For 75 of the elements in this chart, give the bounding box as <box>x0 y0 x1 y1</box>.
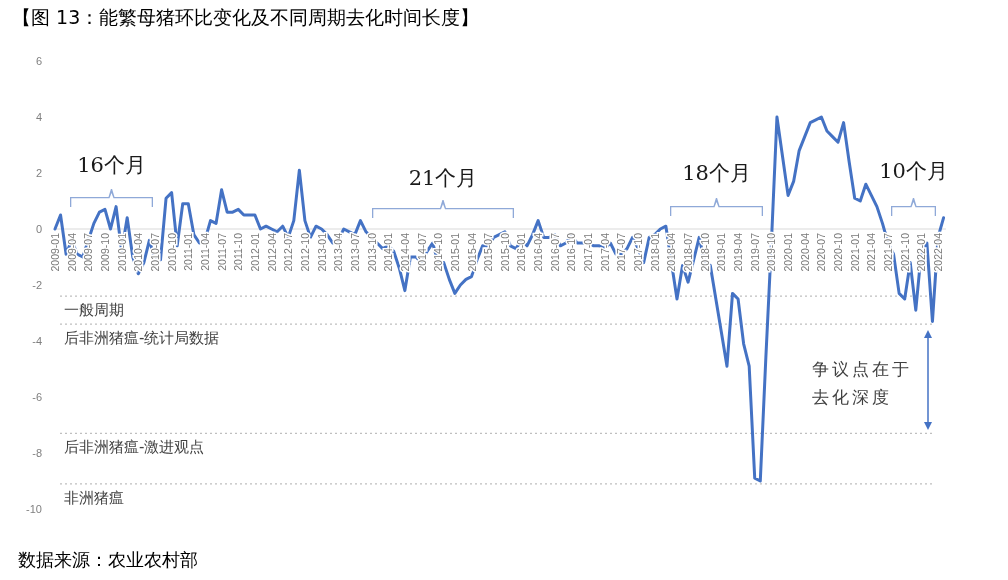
x-tick-label: 2009-04 <box>65 232 78 272</box>
x-tick-label: 2021-01 <box>848 232 861 272</box>
x-tick-label: 2018-07 <box>682 232 695 272</box>
x-tick-label: 2016-01 <box>515 232 528 272</box>
x-tick-label: 2013-07 <box>348 232 361 272</box>
x-tick-label: 2019-01 <box>715 232 728 272</box>
x-tick-label: 2016-07 <box>548 232 561 272</box>
annotation: 18个月 <box>682 161 751 185</box>
x-tick-label: 2009-10 <box>98 232 111 272</box>
x-tick-label: 2009-01 <box>49 232 61 272</box>
y-tick-label: -10 <box>26 503 42 515</box>
annotation: 争议点在于去化深度 <box>812 358 913 409</box>
x-tick-label: 2010-01 <box>115 232 128 272</box>
x-tick-label: 2018-04 <box>665 232 678 272</box>
x-tick-label: 2014-04 <box>398 232 411 272</box>
x-tick-label: 2011-04 <box>198 232 211 271</box>
annotation: 16个月 <box>77 153 146 177</box>
x-tick-label: 2021-07 <box>882 232 895 272</box>
x-tick-label: 2018-01 <box>648 232 661 272</box>
x-tick-label: 2012-10 <box>298 232 311 272</box>
x-tick-label: 2020-10 <box>832 232 845 272</box>
x-tick-label: 2014-10 <box>432 232 445 272</box>
y-tick-label: -6 <box>32 391 42 403</box>
x-tick-label: 2012-07 <box>282 232 295 272</box>
x-tick-label: 2015-01 <box>448 232 461 272</box>
x-tick-label: 2013-10 <box>365 232 378 272</box>
x-tick-label: 2014-01 <box>382 232 395 272</box>
x-tick-label: 2009-07 <box>82 232 95 272</box>
x-tick-label: 2011-01 <box>182 232 195 271</box>
x-tick-label: 2021-10 <box>898 232 911 272</box>
line-series <box>53 115 946 483</box>
x-tick-label: 2017-04 <box>598 232 611 272</box>
ref-line-label: 后非洲猪瘟-统计局数据 <box>64 329 220 348</box>
source-note: 数据来源：农业农村部 <box>18 549 198 570</box>
ref-line-label: 后非洲猪瘟-激进观点 <box>64 438 205 457</box>
y-tick-label: 0 <box>35 223 42 235</box>
x-tick-label: 2019-07 <box>748 232 761 272</box>
x-tick-label: 2013-01 <box>315 232 328 272</box>
x-tick-label: 2014-07 <box>415 232 428 272</box>
y-tick-label: 4 <box>35 111 42 123</box>
ref-line-label: 一般周期 <box>64 301 124 320</box>
x-tick-label: 2015-07 <box>482 232 495 272</box>
y-tick-label: -4 <box>32 335 42 347</box>
x-tick-label: 2021-04 <box>865 232 878 272</box>
x-tick-label: 2020-04 <box>798 232 811 272</box>
x-tick-label: 2010-10 <box>165 232 178 272</box>
x-tick-label: 2012-01 <box>248 232 261 272</box>
x-tick-label: 2016-04 <box>532 232 545 272</box>
x-tick-label: 2020-01 <box>782 232 795 272</box>
x-tick-label: 2015-04 <box>465 232 478 272</box>
x-tick-label: 2018-10 <box>698 232 711 272</box>
y-tick-label: -2 <box>32 279 42 291</box>
x-tick-label: 2016-10 <box>565 232 578 272</box>
x-tick-label: 2012-04 <box>265 232 278 272</box>
x-tick-label: 2019-10 <box>765 232 778 272</box>
x-tick-label: 2020-07 <box>815 232 828 272</box>
x-tick-label: 2010-07 <box>148 232 161 272</box>
x-tick-label: 2017-01 <box>582 232 595 272</box>
y-tick-label: -8 <box>32 447 42 459</box>
x-tick-label: 2013-04 <box>332 232 345 272</box>
x-tick-label: 2022-04 <box>932 232 944 272</box>
x-tick-label: 2010-04 <box>132 232 145 272</box>
x-tick-label: 2022-01 <box>915 232 928 272</box>
x-tick-label: 2017-10 <box>632 232 645 272</box>
y-tick-label: 6 <box>35 55 42 67</box>
chart-title: 【图 13：能繁母猪环比变化及不同周期去化时间长度】 <box>12 6 480 28</box>
x-tick-label: 2011-10 <box>232 232 245 271</box>
x-tick-label: 2011-07 <box>215 232 228 271</box>
ref-line-label: 非洲猪瘟 <box>64 488 124 507</box>
x-tick-label: 2017-07 <box>615 232 628 272</box>
x-tick-label: 2015-10 <box>498 232 511 272</box>
y-tick-label: 2 <box>35 167 42 179</box>
x-tick-label: 2019-04 <box>732 232 745 272</box>
annotation: 10个月 <box>879 159 948 183</box>
annotation: 21个月 <box>408 166 478 190</box>
